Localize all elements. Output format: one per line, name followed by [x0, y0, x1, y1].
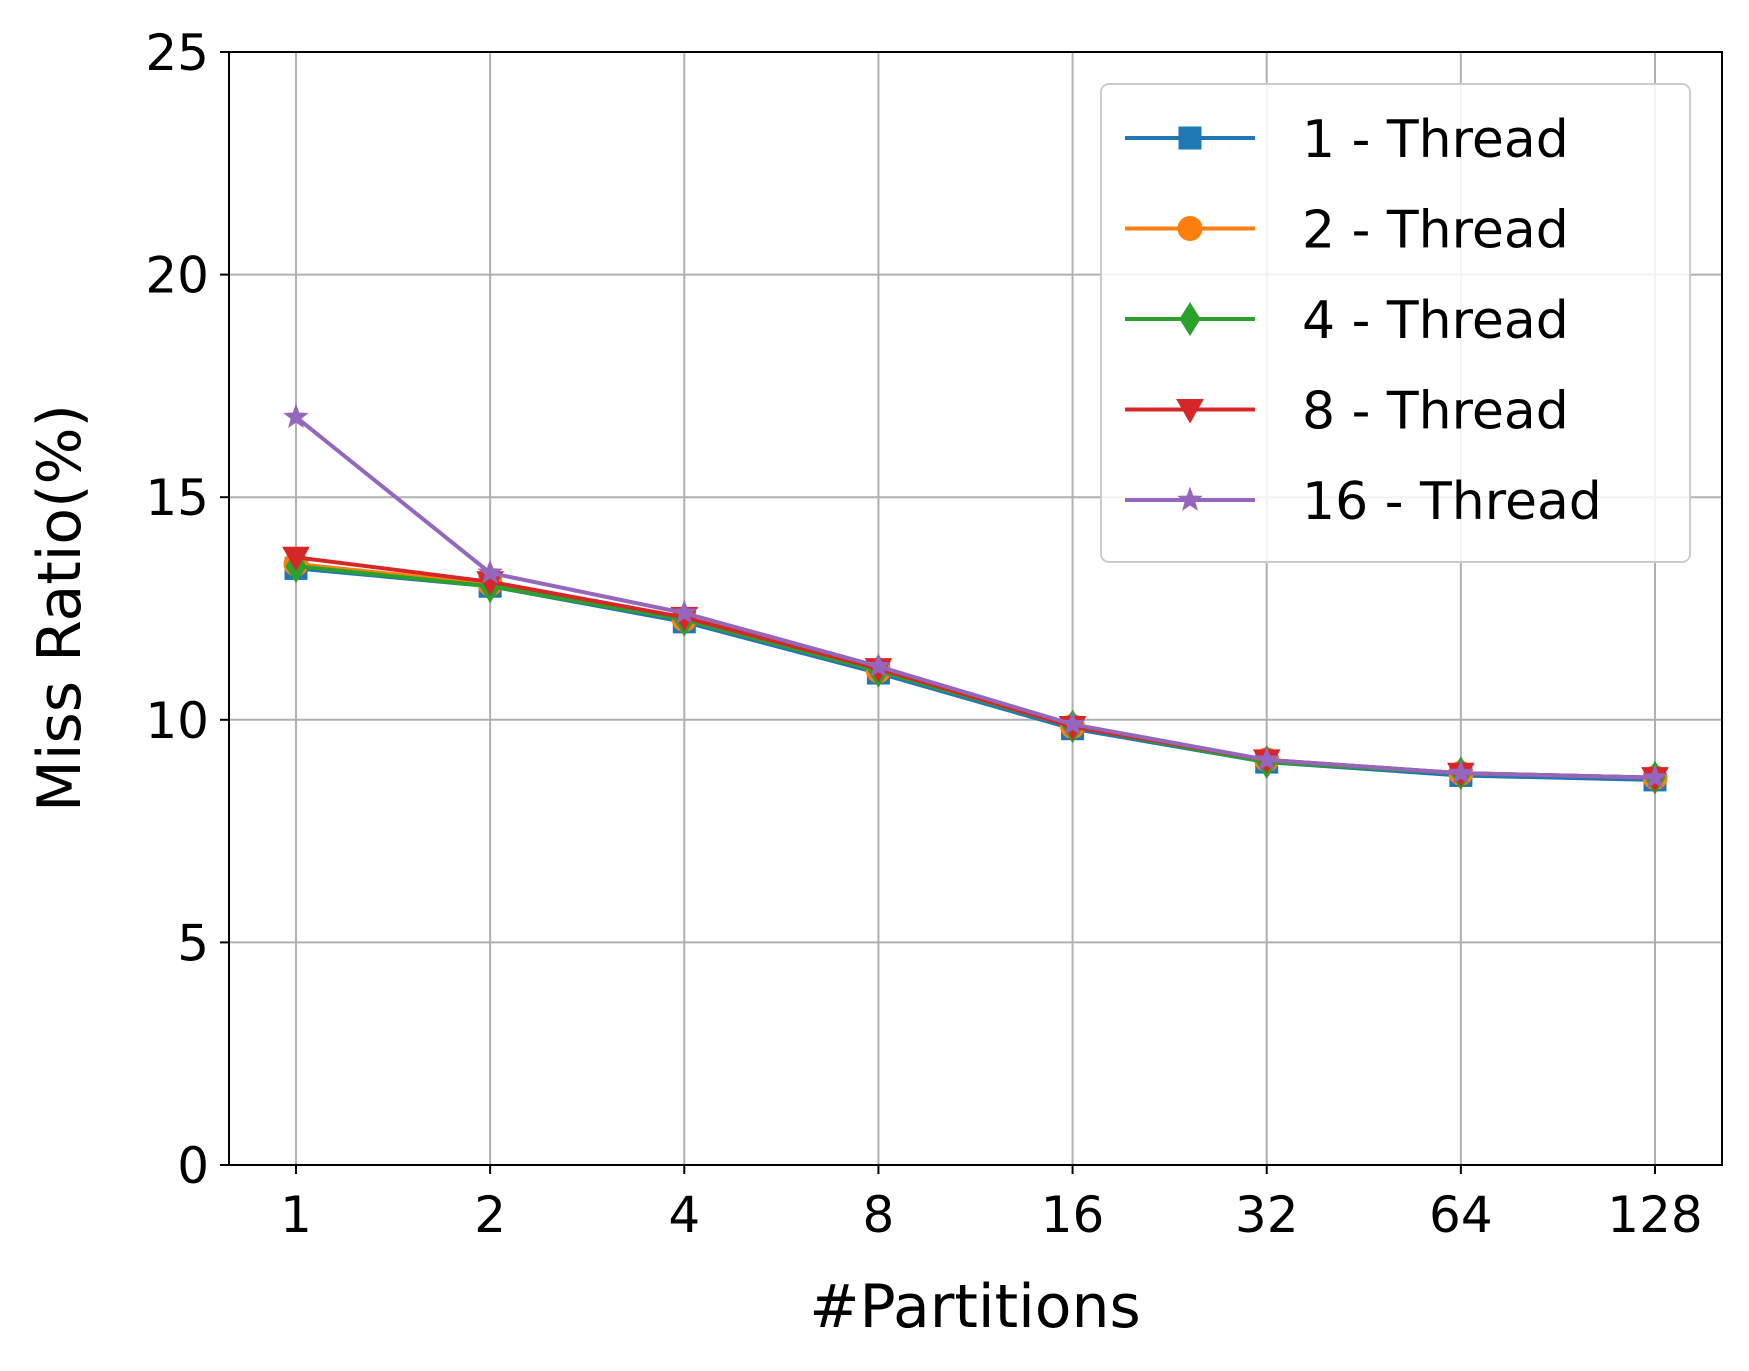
y-tick-label: 10 [145, 692, 209, 750]
y-tick-label: 20 [145, 247, 209, 305]
legend-entry: 16 - Thread [1125, 472, 1602, 532]
x-tick-label: 4 [668, 1186, 700, 1244]
legend-marker [1177, 216, 1203, 241]
legend-label: 16 - Thread [1302, 472, 1602, 532]
legend-entry: 8 - Thread [1125, 382, 1569, 442]
y-tick-label: 0 [177, 1137, 209, 1195]
series-line [295, 566, 1656, 782]
data-point [477, 559, 503, 584]
x-tick-label: 1 [280, 1186, 312, 1244]
data-point [283, 403, 309, 428]
legend-entry: 2 - Thread [1125, 201, 1569, 261]
data-point [865, 652, 892, 678]
axis-ticks: 1 2 4 8 16 32 64 128 0 5 10 15 20 25 [145, 24, 1702, 1244]
legend-entry: 4 - Thread [1125, 291, 1569, 351]
legend-label: 4 - Thread [1302, 291, 1569, 351]
plot-area-frame [228, 51, 1723, 1166]
x-tick-label: 2 [474, 1186, 506, 1244]
y-tick-label: 5 [177, 914, 209, 972]
legend-label: 2 - Thread [1302, 201, 1569, 261]
data-point [1642, 764, 1668, 789]
legend-label: 8 - Thread [1302, 382, 1569, 442]
x-tick-label: 128 [1607, 1186, 1702, 1244]
data-point [1253, 746, 1280, 771]
series-line [295, 564, 1656, 780]
x-tick-label: 8 [863, 1186, 895, 1244]
legend-marker [1176, 399, 1204, 424]
legend-marker [1179, 302, 1201, 336]
legend-marker [1178, 126, 1202, 150]
data-point [1059, 710, 1086, 736]
x-tick-label: 64 [1429, 1186, 1493, 1244]
legend: 1 - Thread 2 - Thread 4 - Thread 8 - Thread… [1100, 83, 1691, 563]
x-tick-label: 32 [1235, 1186, 1299, 1244]
data-point [1448, 759, 1474, 785]
x-axis-label: #Partitions [809, 1272, 1141, 1342]
series-line [294, 415, 1656, 780]
legend-frame [1100, 83, 1691, 563]
legend-entry: 1 - Thread [1125, 110, 1569, 170]
x-tick-label: 16 [1041, 1186, 1105, 1244]
y-tick-label: 25 [145, 24, 209, 82]
plot-series [282, 403, 1669, 795]
y-axis-label: Miss Ratio(%) [25, 404, 95, 812]
data-point [282, 546, 310, 572]
legend-marker [1177, 486, 1203, 511]
y-tick-label: 15 [145, 469, 209, 527]
series-5 [283, 403, 1668, 789]
legend-label: 1 - Thread [1302, 110, 1569, 170]
data-point [671, 599, 698, 624]
